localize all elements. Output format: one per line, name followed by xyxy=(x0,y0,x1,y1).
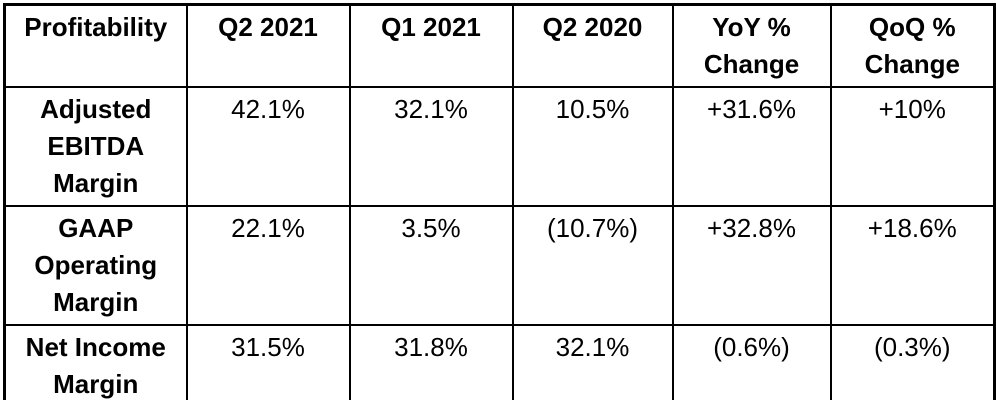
profitability-table: Profitability Q2 2021 Q1 2021 Q2 2020 Yo… xyxy=(3,3,996,400)
cell-qoq-change: +10% xyxy=(829,86,996,207)
cell-q2-2021: 42.1% xyxy=(185,86,351,207)
cell-q2-2021: 31.5% xyxy=(185,324,351,400)
table-row-adjusted-ebitda-margin: Adjusted EBITDA Margin 42.1% 32.1% 10.5%… xyxy=(3,86,996,207)
cell-q1-2021: 31.8% xyxy=(348,324,514,400)
header-row: Profitability Q2 2021 Q1 2021 Q2 2020 Yo… xyxy=(3,3,996,88)
table-row-gaap-operating-margin: GAAP Operating Margin 22.1% 3.5% (10.7%)… xyxy=(3,205,996,326)
cell-yoy-change: +32.8% xyxy=(671,205,832,326)
column-header-q2-2021: Q2 2021 xyxy=(185,3,351,88)
cell-qoq-change: +18.6% xyxy=(829,205,996,326)
column-header-profitability: Profitability xyxy=(3,3,188,88)
row-label: Net Income Margin xyxy=(3,324,188,400)
column-header-yoy-change: YoY % Change xyxy=(671,3,832,88)
cell-q1-2021: 3.5% xyxy=(348,205,514,326)
column-header-q1-2021: Q1 2021 xyxy=(348,3,514,88)
column-header-qoq-change: QoQ % Change xyxy=(829,3,996,88)
row-label: Adjusted EBITDA Margin xyxy=(3,86,188,207)
cell-q2-2020: (10.7%) xyxy=(511,205,674,326)
cell-qoq-change: (0.3%) xyxy=(829,324,996,400)
cell-q2-2020: 32.1% xyxy=(511,324,674,400)
cell-yoy-change: +31.6% xyxy=(671,86,832,207)
cell-q2-2020: 10.5% xyxy=(511,86,674,207)
cell-q2-2021: 22.1% xyxy=(185,205,351,326)
cell-yoy-change: (0.6%) xyxy=(671,324,832,400)
cell-q1-2021: 32.1% xyxy=(348,86,514,207)
table-row-net-income-margin: Net Income Margin 31.5% 31.8% 32.1% (0.6… xyxy=(3,324,996,400)
column-header-q2-2020: Q2 2020 xyxy=(511,3,674,88)
row-label: GAAP Operating Margin xyxy=(3,205,188,326)
